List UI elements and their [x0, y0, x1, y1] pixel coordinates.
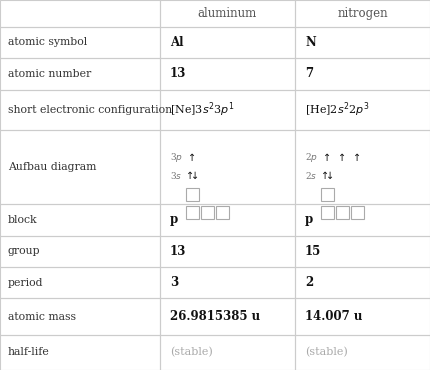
Text: 15: 15 — [305, 245, 321, 258]
Text: short electronic configuration: short electronic configuration — [8, 105, 172, 115]
Text: atomic symbol: atomic symbol — [8, 37, 87, 47]
Bar — [160, 299, 295, 335]
Text: group: group — [8, 246, 40, 256]
Bar — [321, 188, 334, 201]
Text: ↑: ↑ — [188, 153, 197, 163]
Text: ↑: ↑ — [186, 171, 194, 181]
Text: block: block — [8, 215, 38, 225]
Bar — [160, 236, 295, 267]
Bar — [336, 206, 349, 219]
Bar — [160, 90, 295, 130]
Bar — [295, 335, 430, 370]
Text: 3: 3 — [170, 276, 178, 289]
Bar — [295, 130, 430, 204]
Text: ↓: ↓ — [191, 171, 199, 181]
Bar — [160, 0, 295, 27]
Bar — [160, 267, 295, 299]
Bar — [186, 206, 199, 219]
Bar — [351, 206, 364, 219]
Text: 26.9815385 u: 26.9815385 u — [170, 310, 260, 323]
Bar — [321, 206, 334, 219]
Bar — [160, 130, 295, 204]
Bar — [295, 267, 430, 299]
Text: N: N — [305, 36, 316, 49]
Text: atomic mass: atomic mass — [8, 312, 76, 322]
Bar — [0, 27, 160, 58]
Text: 2: 2 — [305, 276, 313, 289]
Bar — [160, 58, 295, 90]
Bar — [0, 267, 160, 299]
Text: 3$s$: 3$s$ — [170, 170, 182, 181]
Text: 3$p$: 3$p$ — [170, 151, 183, 164]
Bar — [201, 206, 214, 219]
Text: 13: 13 — [170, 245, 186, 258]
Text: 2$p$: 2$p$ — [305, 151, 318, 164]
Text: 13: 13 — [170, 67, 186, 80]
Bar — [0, 130, 160, 204]
Text: ↑: ↑ — [321, 171, 329, 181]
Text: (stable): (stable) — [170, 347, 213, 357]
Bar — [0, 236, 160, 267]
Text: ↓: ↓ — [326, 171, 334, 181]
Text: [Ne]3$s^2$3$p^1$: [Ne]3$s^2$3$p^1$ — [170, 100, 234, 119]
Text: period: period — [8, 278, 43, 288]
Text: [He]2$s^2$2$p^3$: [He]2$s^2$2$p^3$ — [305, 100, 369, 119]
Text: Aufbau diagram: Aufbau diagram — [8, 162, 96, 172]
Bar — [160, 335, 295, 370]
Bar — [295, 90, 430, 130]
Bar — [295, 0, 430, 27]
Bar — [0, 299, 160, 335]
Text: ↑: ↑ — [338, 153, 347, 163]
Bar — [0, 90, 160, 130]
Bar — [295, 299, 430, 335]
Bar — [160, 27, 295, 58]
Bar — [295, 204, 430, 236]
Bar — [160, 204, 295, 236]
Bar — [0, 204, 160, 236]
Text: 2$s$: 2$s$ — [305, 170, 317, 181]
Bar — [0, 58, 160, 90]
Text: (stable): (stable) — [305, 347, 348, 357]
Bar — [186, 188, 199, 201]
Bar — [216, 206, 229, 219]
Text: half-life: half-life — [8, 347, 50, 357]
Bar — [295, 236, 430, 267]
Text: ↑: ↑ — [323, 153, 332, 163]
Text: ↑: ↑ — [353, 153, 362, 163]
Text: p: p — [305, 213, 313, 226]
Bar — [295, 27, 430, 58]
Text: atomic number: atomic number — [8, 69, 91, 79]
Text: aluminum: aluminum — [198, 7, 257, 20]
Text: Al: Al — [170, 36, 184, 49]
Text: 7: 7 — [305, 67, 313, 80]
Bar — [0, 0, 160, 27]
Text: p: p — [170, 213, 178, 226]
Text: nitrogen: nitrogen — [337, 7, 388, 20]
Text: 14.007 u: 14.007 u — [305, 310, 362, 323]
Bar — [295, 58, 430, 90]
Bar — [0, 335, 160, 370]
